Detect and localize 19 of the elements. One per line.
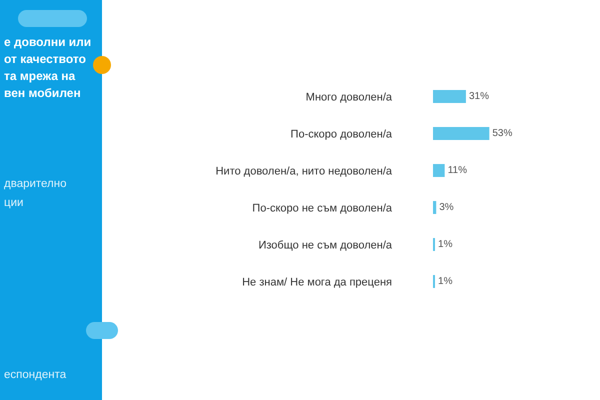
data-label: 1% — [438, 239, 453, 250]
y-tick-label: Не знам/ Не мога да преценя — [242, 276, 392, 288]
y-tick-label: Изобщо не съм доволен/а — [258, 239, 393, 252]
bar — [433, 164, 445, 177]
data-label: 1% — [438, 276, 453, 288]
y-tick-label: Много доволен/а — [306, 91, 393, 104]
text: дварително ции — [4, 177, 67, 211]
text: е доволни или от качеството та мрежа на вен мобилен — [4, 34, 92, 102]
data-label: 11% — [448, 165, 468, 176]
y-tick-label: Нито доволен/а, нито недоволен/а — [216, 165, 393, 178]
data-label: 53% — [492, 128, 512, 139]
y-tick-label: По-скоро не съм доволен/а — [252, 202, 393, 214]
bar — [433, 90, 466, 103]
bar — [433, 127, 490, 140]
bar — [433, 201, 436, 214]
data-label: 3% — [439, 202, 454, 214]
y-tick-label: По-скоро доволен/а — [290, 128, 393, 140]
data-label: 31% — [468, 91, 490, 102]
text: еспондента — [4, 368, 66, 383]
